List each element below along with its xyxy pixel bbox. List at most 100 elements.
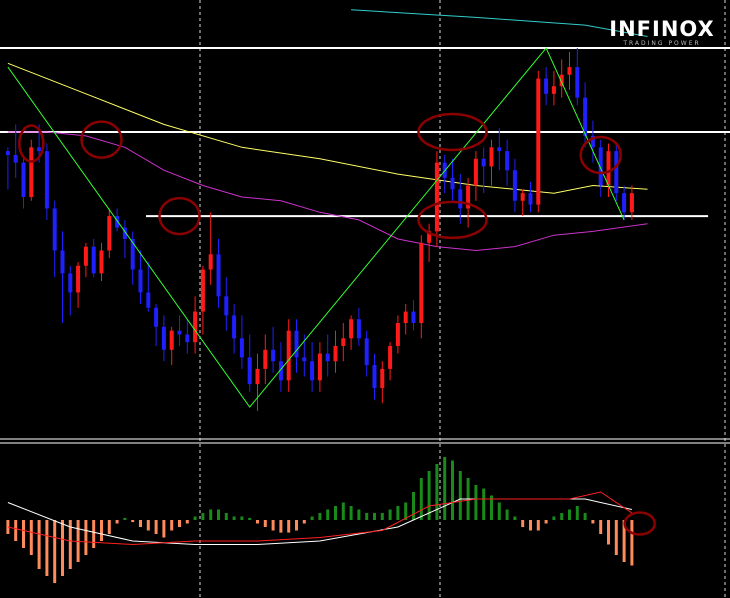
- candle-body: [458, 189, 463, 209]
- candle-body: [310, 361, 315, 381]
- candle-body: [208, 254, 213, 270]
- candle-body: [263, 349, 268, 369]
- candle-body: [5, 151, 10, 155]
- candle-body: [83, 246, 88, 266]
- candle: [614, 143, 619, 201]
- candle-body: [450, 177, 455, 190]
- candle: [21, 154, 26, 209]
- candle-body: [107, 216, 112, 251]
- candle: [395, 315, 400, 354]
- candle: [76, 261, 81, 308]
- candle: [232, 303, 237, 354]
- candle: [5, 147, 10, 190]
- candle-body: [512, 170, 517, 201]
- candle-body: [411, 311, 416, 324]
- candle-body: [380, 368, 385, 388]
- candle-body: [286, 330, 291, 381]
- candle-body: [122, 227, 127, 239]
- candle: [107, 208, 112, 259]
- candle-body: [434, 162, 439, 232]
- candle: [138, 250, 143, 304]
- candle: [286, 319, 291, 392]
- candle-body: [598, 147, 603, 186]
- panel-divider: [0, 438, 730, 444]
- level-lines: [0, 47, 730, 218]
- candle: [325, 334, 330, 377]
- candle-body: [364, 338, 369, 366]
- candle-body: [317, 353, 322, 381]
- candle-body: [349, 319, 354, 339]
- candle-body: [629, 193, 634, 213]
- candle: [551, 70, 556, 106]
- candle: [364, 330, 369, 377]
- candle-body: [216, 254, 221, 297]
- candle: [629, 185, 634, 220]
- candle-body: [341, 338, 346, 346]
- candle: [310, 342, 315, 392]
- ma-fast-line: [7, 62, 648, 194]
- candle: [239, 315, 244, 369]
- candle-body: [177, 330, 182, 335]
- candle: [154, 303, 159, 346]
- circle-markers: [18, 112, 622, 240]
- candle: [68, 265, 73, 316]
- candle: [44, 143, 49, 220]
- candle-body: [536, 78, 541, 205]
- candle-body: [161, 326, 166, 350]
- candle: [606, 143, 611, 197]
- candle-body: [271, 349, 276, 362]
- candle-body: [68, 273, 73, 293]
- candle-body: [395, 323, 400, 346]
- moving-averages: [7, 9, 648, 252]
- candle: [520, 189, 525, 217]
- ma-mid-line: [7, 131, 648, 252]
- candle: [528, 181, 533, 213]
- candle-body: [146, 292, 151, 308]
- candle: [512, 158, 517, 213]
- candle: [333, 330, 338, 373]
- candle: [247, 334, 252, 392]
- candle: [622, 185, 627, 220]
- candle: [216, 239, 221, 308]
- candle: [544, 67, 549, 106]
- candle-body: [372, 365, 377, 388]
- candle: [278, 342, 283, 392]
- candle: [583, 82, 588, 148]
- candle: [200, 265, 205, 335]
- candle: [122, 219, 127, 259]
- candle: [536, 70, 541, 213]
- candle-body: [29, 147, 34, 197]
- candle: [317, 342, 322, 392]
- candle: [356, 307, 361, 346]
- candle-body: [169, 330, 174, 350]
- candle-body: [427, 231, 432, 243]
- candle-body: [224, 296, 229, 316]
- candle: [403, 303, 408, 335]
- candle: [411, 300, 416, 331]
- candle-body: [583, 97, 588, 136]
- candle: [13, 124, 18, 178]
- candle-body: [551, 86, 556, 94]
- candle-body: [489, 147, 494, 167]
- candle: [130, 231, 135, 285]
- candle-body: [21, 162, 26, 197]
- candle-body: [115, 216, 120, 228]
- candle: [60, 231, 65, 324]
- candle-body: [481, 158, 486, 167]
- logo-tagline: TRADING POWER: [623, 40, 701, 47]
- candle-body: [333, 345, 338, 362]
- candle-body: [622, 193, 627, 213]
- candle: [271, 326, 276, 373]
- candle: [263, 334, 268, 385]
- candle: [481, 147, 486, 194]
- candle: [567, 51, 572, 91]
- infinox-logo: INFINOX TRADING POWER: [608, 18, 716, 48]
- zigzag-lines: [7, 47, 625, 408]
- candle-body: [356, 319, 361, 339]
- candle: [341, 323, 346, 362]
- candle: [380, 361, 385, 404]
- candle-body: [193, 311, 198, 343]
- candle-body: [185, 334, 190, 343]
- candle-body: [130, 239, 135, 270]
